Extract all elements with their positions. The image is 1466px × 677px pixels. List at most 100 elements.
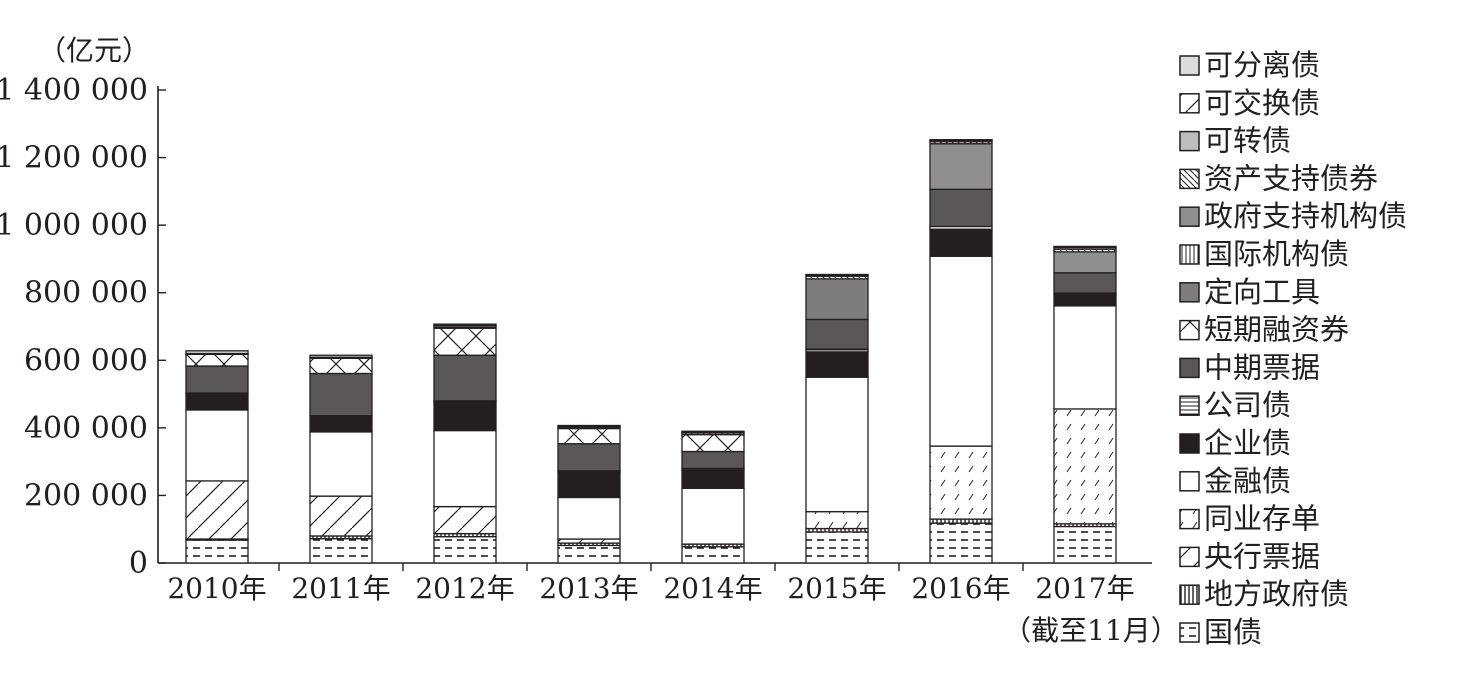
- bar-segment: [1053, 525, 1117, 564]
- bar-segment: [929, 522, 993, 564]
- x-tick-label: 2011年: [291, 572, 390, 605]
- bar-segment: [805, 318, 869, 350]
- bar-segment: [309, 495, 373, 537]
- x-tick-note: （截至11月）: [1003, 614, 1179, 647]
- legend-label: 国债: [1204, 615, 1262, 649]
- legend-swatch: [1179, 319, 1200, 341]
- bar-segment: [929, 445, 993, 520]
- bar-segment: [557, 544, 621, 564]
- legend-swatch: [1179, 130, 1200, 152]
- bar-segment: [681, 487, 745, 545]
- legend-label: 同业存单: [1204, 502, 1320, 536]
- bar-segment: [185, 350, 249, 355]
- bar-segment: [681, 433, 745, 453]
- legend-label: 企业债: [1204, 426, 1291, 460]
- bar-segment: [185, 409, 249, 482]
- bar-segment: [433, 327, 497, 356]
- legend-swatch: [1179, 433, 1200, 454]
- x-tick-label: 2017年: [1035, 572, 1134, 605]
- legend-swatch: [1179, 546, 1200, 568]
- y-tick-label: 400 000: [24, 411, 148, 446]
- legend-label: 央行票据: [1204, 539, 1320, 573]
- bar-segment: [557, 443, 621, 472]
- bar-segment: [681, 430, 745, 433]
- y-tick-label: 200 000: [24, 478, 148, 513]
- bar-segment: [805, 351, 869, 378]
- legend-swatch: [1179, 168, 1200, 190]
- legend-label: 地方政府债: [1204, 577, 1349, 611]
- bar-segment: [929, 139, 993, 142]
- y-tick-label: 800 000: [24, 276, 148, 311]
- bar-segment: [929, 255, 993, 447]
- plot-area: 0 200 000 400 000 600 000 800 000 1 000 000 1 …: [0, 34, 1179, 647]
- bar-segment: [557, 427, 621, 445]
- legend-swatch: [1179, 395, 1200, 416]
- y-axis-unit: （亿元）: [38, 34, 150, 67]
- bar-segment: [185, 365, 249, 394]
- y-tick-label: 1 200 000: [0, 141, 148, 176]
- bar-segment: [1053, 294, 1117, 307]
- bar-segment: [1053, 272, 1117, 294]
- legend-swatch: [1179, 55, 1200, 76]
- bar-segment: [309, 538, 373, 564]
- bar-segment: [1053, 245, 1117, 249]
- bar-segment: [1053, 251, 1117, 274]
- bar-segment: [681, 469, 745, 489]
- bar-segment: [309, 431, 373, 497]
- bar-segment: [681, 546, 745, 564]
- bar-segment: [309, 372, 373, 417]
- bar-segment: [929, 143, 993, 190]
- legend-swatch: [1179, 508, 1200, 530]
- legend-label: 政府支持机构债: [1204, 199, 1407, 233]
- bar-segment: [805, 273, 869, 276]
- bar-segment: [433, 535, 497, 564]
- x-tick-label: 2015年: [787, 572, 886, 605]
- bar-segment: [309, 357, 373, 375]
- x-tick-label: 2012年: [415, 572, 514, 605]
- y-tick-label: 0: [129, 546, 148, 581]
- bar-segment: [433, 323, 497, 327]
- bar-segment: [433, 429, 497, 508]
- legend-swatch: [1179, 622, 1200, 643]
- legend-swatch: [1179, 357, 1200, 379]
- x-tick-label: 2014年: [663, 572, 762, 605]
- legend-label: 资产支持债券: [1204, 161, 1378, 195]
- bar-segment: [309, 415, 373, 433]
- legend-swatch: [1179, 206, 1200, 227]
- y-tick-label: 1 400 000: [0, 73, 148, 108]
- legend-label: 国际机构债: [1204, 237, 1349, 271]
- legend-label: 可转债: [1204, 124, 1291, 158]
- bar-segment: [433, 505, 497, 535]
- bar-segment: [1053, 305, 1117, 410]
- legend-label: 短期融资券: [1204, 313, 1349, 347]
- bar-segment: [681, 450, 745, 470]
- bar-segment: [929, 188, 993, 228]
- bar-segment: [433, 401, 497, 432]
- bar-segment: [433, 354, 497, 402]
- x-tick-label: 2013年: [539, 572, 638, 605]
- legend-label: 可交换债: [1204, 86, 1320, 120]
- bar-segment: [185, 480, 249, 540]
- legend-swatch: [1179, 471, 1200, 492]
- legend-label: 中期票据: [1204, 350, 1320, 384]
- legend-label: 可分离债: [1204, 48, 1320, 82]
- bar-segment: [185, 353, 249, 367]
- bar-segment: [557, 471, 621, 499]
- y-tick-label: 600 000: [24, 343, 148, 378]
- bar-segment: [805, 510, 869, 530]
- bar-segment: [557, 496, 621, 540]
- legend: 可分离债可交换债可转债资产支持债券政府支持机构债国际机构债定向工具短期融资券中期…: [1179, 48, 1407, 649]
- bar-segment: [805, 376, 869, 513]
- y-tick-label: 1 000 000: [0, 208, 148, 243]
- bar-segment: [557, 424, 621, 427]
- legend-label: 金融债: [1204, 464, 1291, 498]
- bar-segment: [309, 354, 373, 358]
- bar-segment: [805, 531, 869, 564]
- x-tick-label: 2016年: [911, 572, 1010, 605]
- legend-swatch: [1179, 282, 1200, 303]
- legend-label: 公司债: [1204, 388, 1291, 422]
- bar-segment: [185, 392, 249, 411]
- legend-swatch: [1179, 244, 1200, 265]
